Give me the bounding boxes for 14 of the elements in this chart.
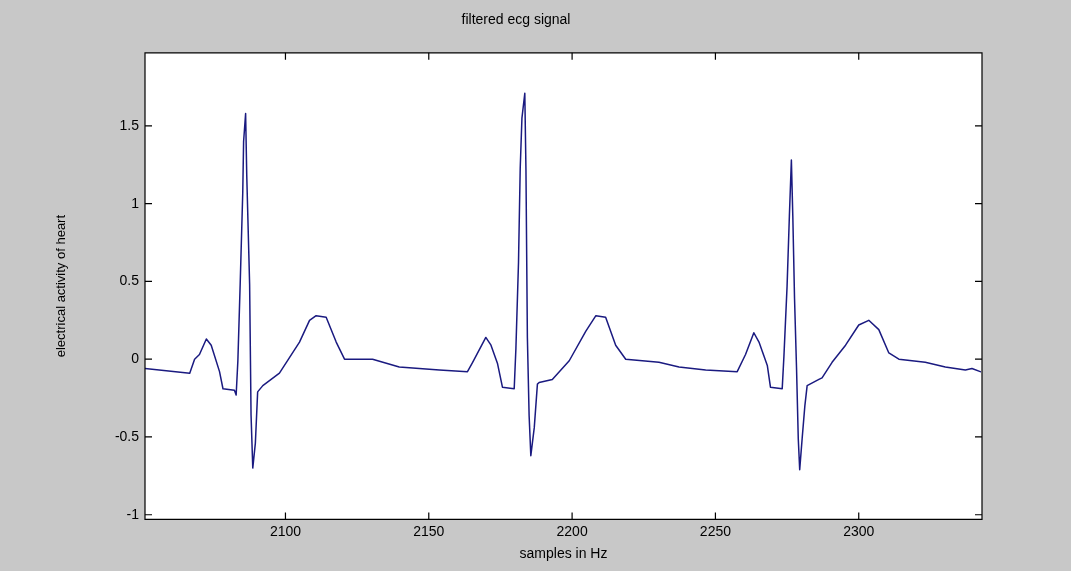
- y-tick-label: -1: [126, 505, 140, 522]
- x-tick-label: 2200: [556, 522, 588, 539]
- y-tick-label: 0.5: [119, 272, 140, 289]
- x-tick-label: 2100: [269, 522, 302, 539]
- y-tick-label: 0: [131, 350, 140, 367]
- y-tick-label: -0.5: [114, 427, 140, 444]
- chart-title: filtered ecg signal: [461, 11, 571, 28]
- y-tick-label: 1: [131, 194, 140, 211]
- x-tick-label: 2150: [413, 522, 445, 539]
- x-tick-label: 2250: [699, 522, 732, 539]
- x-tick-label: 2300: [843, 522, 875, 539]
- x-axis-title: samples in Hz: [519, 545, 608, 562]
- y-axis-title: electrical activity of heart: [53, 214, 69, 358]
- y-tick-label: 1.5: [119, 116, 140, 133]
